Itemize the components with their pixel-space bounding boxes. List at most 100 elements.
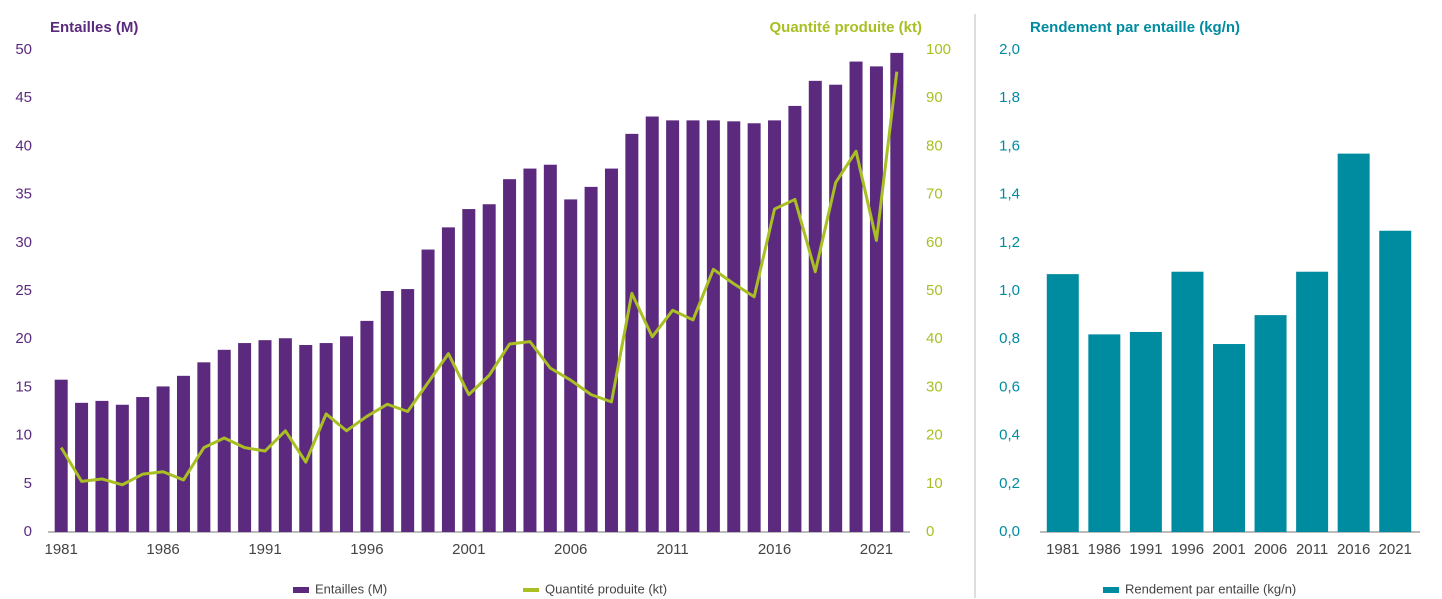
y-tick-label: 2,0 (999, 41, 1020, 58)
y2-tick-label: 50 (926, 282, 943, 299)
legend-swatch (1103, 587, 1119, 593)
y-tick-label: 20 (15, 330, 32, 347)
x-tick-label: 1981 (45, 541, 78, 558)
y2-tick-label: 60 (926, 234, 943, 251)
y-tick-label: 0,0 (999, 523, 1020, 540)
y-tick-label: 50 (15, 41, 32, 58)
bar (360, 320, 374, 532)
bar (686, 120, 700, 532)
bar (625, 133, 639, 533)
bar (666, 120, 680, 532)
y2-tick-label: 40 (926, 330, 943, 347)
bar (115, 404, 129, 532)
y-tick-label: 0,8 (999, 330, 1020, 347)
y2-tick-label: 100 (926, 41, 951, 58)
x-tick-label: 2011 (656, 541, 688, 558)
x-tick-label: 1986 (1088, 541, 1121, 558)
bar (319, 343, 333, 532)
bar (1129, 331, 1162, 532)
y-tick-label: 0,2 (999, 475, 1020, 492)
x-tick-label: 2006 (1254, 541, 1287, 558)
y-tick-label: 0,4 (999, 427, 1020, 444)
bar (584, 186, 598, 532)
x-tick-label: 1991 (248, 541, 281, 558)
bar (1171, 271, 1204, 532)
y-tick-label: 1,2 (999, 234, 1020, 251)
x-tick-label: 2021 (1379, 541, 1412, 558)
bar (645, 116, 659, 533)
x-tick-label: 1981 (1046, 541, 1079, 558)
y-tick-label: 0,6 (999, 378, 1020, 395)
x-tick-label: 2021 (860, 541, 893, 558)
y-tick-label: 15 (15, 378, 32, 395)
y-tick-label: 1,6 (999, 137, 1020, 154)
y-tick-label: 1,4 (999, 186, 1020, 203)
bar (278, 338, 292, 532)
bar (1046, 274, 1079, 532)
legend-label: Rendement par entaille (kg/n) (1125, 581, 1296, 596)
bar (808, 80, 822, 533)
bar (1379, 230, 1412, 532)
bar (1088, 334, 1121, 532)
x-tick-label: 2011 (1296, 541, 1328, 558)
bar (299, 344, 313, 532)
bar (95, 400, 109, 532)
legend-label: Quantité produite (kt) (545, 581, 667, 596)
y-axis-label: Entailles (M) (50, 19, 138, 36)
bar (727, 121, 741, 532)
bar (217, 349, 231, 532)
legend-swatch (293, 587, 309, 593)
y2-tick-label: 0 (926, 523, 934, 540)
bar (421, 249, 435, 532)
y-tick-label: 25 (15, 282, 32, 299)
x-tick-label: 1996 (350, 541, 383, 558)
bar (503, 179, 517, 532)
y2-tick-label: 90 (926, 89, 943, 106)
bar (523, 168, 537, 532)
bar (788, 105, 802, 533)
bar (543, 164, 557, 532)
bar (54, 379, 68, 532)
y-tick-label: 1,0 (999, 282, 1020, 299)
line (59, 71, 899, 487)
x-tick-label: 1996 (1171, 541, 1204, 558)
y-tick-label: 0 (24, 523, 32, 540)
bar (747, 123, 761, 532)
x-tick-label: 2001 (1212, 541, 1245, 558)
bar (1254, 315, 1287, 532)
bar (604, 168, 618, 532)
bar (176, 375, 190, 532)
bar (156, 386, 170, 532)
x-tick-label: 2001 (452, 541, 485, 558)
bar (706, 120, 720, 532)
y2-tick-label: 10 (926, 475, 943, 492)
chart-title: Rendement par entaille (kg/n) (1030, 19, 1240, 36)
bar (441, 227, 455, 532)
y-tick-label: 30 (15, 234, 32, 251)
legend-label: Entailles (M) (315, 581, 387, 596)
bar (829, 84, 843, 532)
bar (482, 204, 496, 533)
y-tick-label: 35 (15, 186, 32, 203)
bar (1296, 271, 1329, 532)
bar (849, 61, 863, 533)
bar (890, 52, 904, 532)
y-tick-label: 10 (15, 427, 32, 444)
bar (258, 340, 272, 532)
bar (136, 397, 150, 532)
y-tick-label: 1,8 (999, 89, 1020, 106)
x-tick-label: 2016 (1337, 541, 1370, 558)
y2-tick-label: 30 (926, 378, 943, 395)
y2-axis-label: Quantité produite (kt) (770, 19, 923, 36)
y-tick-label: 45 (15, 89, 32, 106)
x-tick-label: 1986 (146, 541, 179, 558)
y-tick-label: 40 (15, 137, 32, 154)
y-tick-label: 5 (24, 475, 32, 492)
bar (564, 199, 578, 533)
bar (1337, 153, 1370, 532)
y2-tick-label: 70 (926, 186, 943, 203)
bar (75, 402, 89, 532)
x-tick-label: 2016 (758, 541, 791, 558)
bar (768, 120, 782, 532)
